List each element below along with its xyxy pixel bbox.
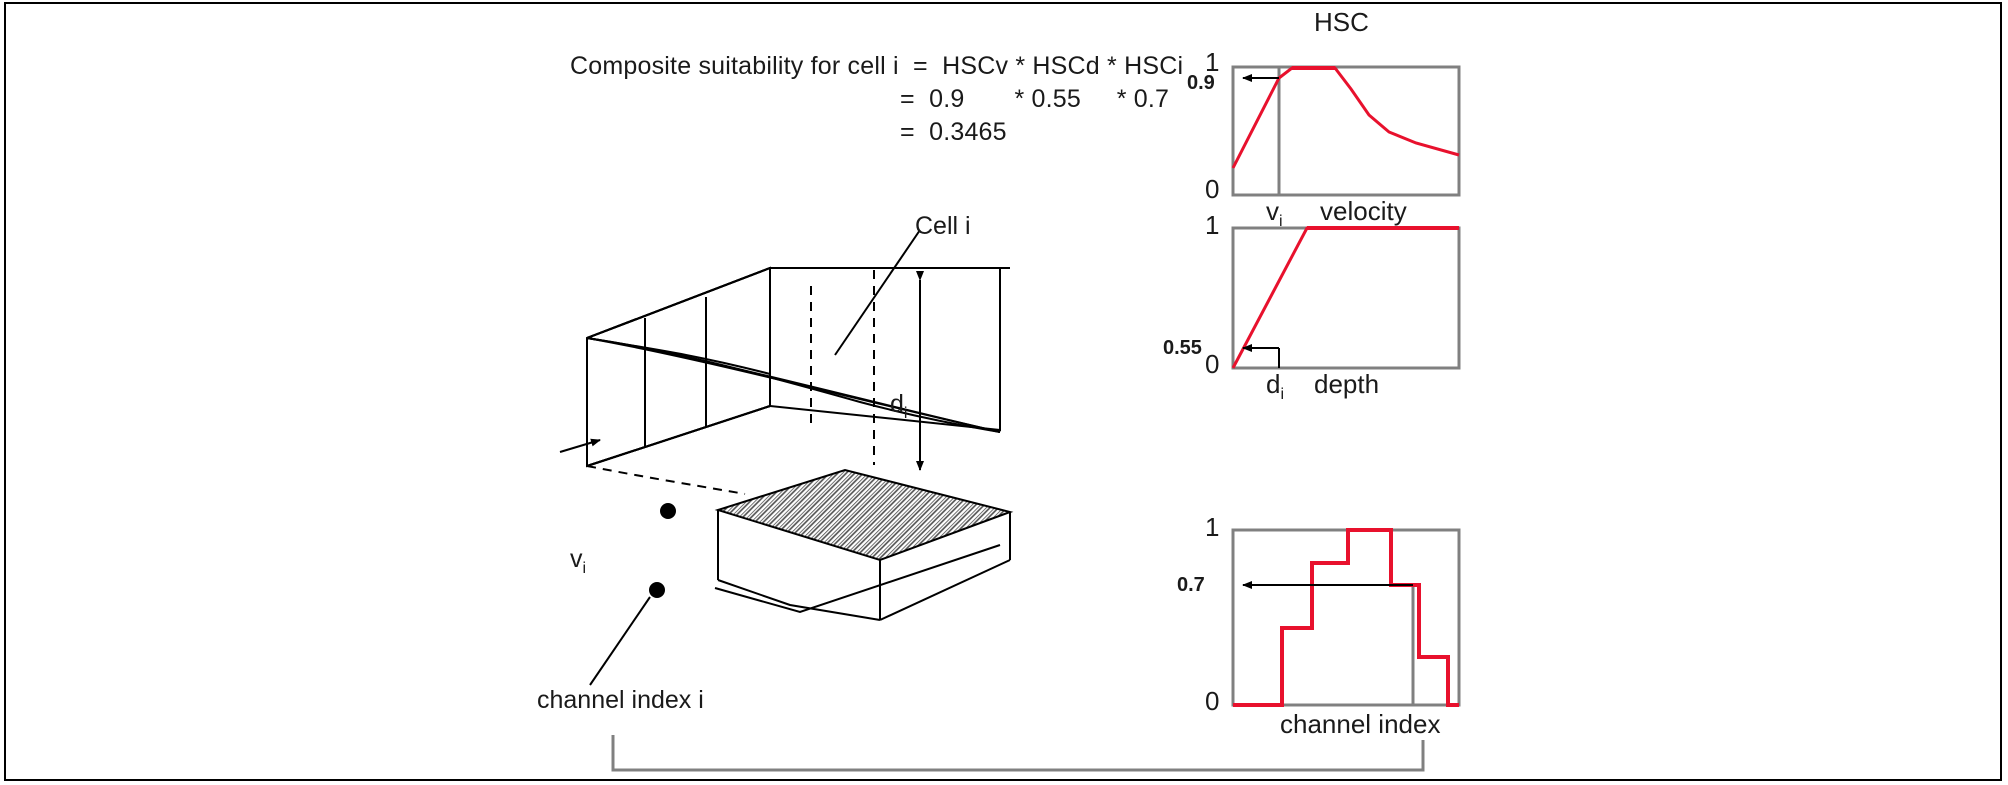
velocity-label-3d: vi	[570, 545, 586, 578]
chart-channel-ytick-1: 1	[1205, 512, 1220, 542]
chart-depth-ytick-1: 1	[1205, 210, 1220, 240]
chart-velocity-ytick-0: 0	[1205, 174, 1220, 204]
chart-velocity-ytick-09: 0.9	[1187, 72, 1215, 94]
chart-depth-xlabel: depth	[1314, 369, 1380, 399]
equation-line-1: Composite suitability for cell i = HSCv …	[570, 52, 1184, 80]
chart-depth-xtick-base: d	[1266, 369, 1281, 399]
chart-depth-ytick-0: 0	[1205, 349, 1220, 379]
chart-depth-ytick-055: 0.55	[1163, 337, 1202, 359]
bottom-bracket-connector	[611, 735, 1425, 772]
velocity-label-base: v	[570, 545, 583, 573]
chart-velocity-ytick-1: 1	[1205, 47, 1220, 77]
cell-label: Cell i	[915, 212, 971, 240]
chart-hsc-velocity	[1231, 65, 1461, 197]
chart-velocity-xtick-base: v	[1266, 196, 1279, 226]
depth-label-sub: i	[903, 405, 908, 422]
chart-channel-ytick-0: 0	[1205, 686, 1220, 716]
sample-dots	[649, 503, 676, 598]
channel-index-label: channel index i	[537, 686, 704, 714]
channel-bed-hatched	[714, 468, 1014, 562]
chart-channel-ytick-07: 0.7	[1177, 574, 1205, 596]
chart-depth-xtick-sub: i	[1280, 386, 1285, 404]
velocity-label-sub: i	[582, 560, 587, 577]
chart-velocity-xtick-sub: i	[1279, 213, 1283, 231]
chart-hsc-channel-index	[1231, 528, 1461, 707]
equation-line-3: = 0.3465	[900, 118, 1007, 146]
depth-label-base: d	[890, 390, 904, 418]
depth-label-3d: di	[890, 390, 907, 423]
cell-dashed-lines	[586, 270, 875, 495]
chart-channel-xlabel: channel index	[1280, 709, 1441, 739]
chart-velocity-xlabel: velocity	[1320, 196, 1407, 226]
cell-leader-line	[834, 229, 921, 356]
chart-hsc-depth	[1231, 226, 1461, 370]
velocity-arrow	[559, 438, 601, 453]
channel-index-leader-line	[589, 596, 651, 686]
channel-lower	[717, 510, 1011, 621]
chart-velocity-title: HSC	[1314, 7, 1369, 37]
equation-line-2: = 0.9 * 0.55 * 0.7	[900, 85, 1170, 113]
chart-velocity-xtick-vi: vi	[1266, 196, 1283, 232]
chart-depth-xtick-di: di	[1266, 369, 1285, 405]
